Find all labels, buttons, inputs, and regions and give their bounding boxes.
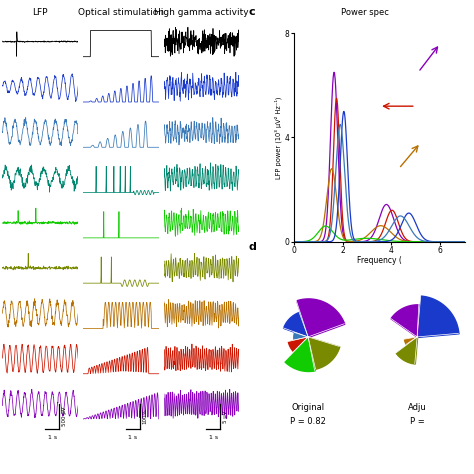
X-axis label: Frequency (: Frequency ( (357, 256, 401, 265)
Text: P =: P = (410, 418, 425, 427)
Text: 1 s: 1 s (209, 436, 218, 440)
Text: 1 s: 1 s (128, 436, 137, 440)
Text: Optical stimulation: Optical stimulation (78, 8, 164, 17)
Text: 1 s: 1 s (47, 436, 57, 440)
Text: High gamma activity: High gamma activity (154, 8, 249, 17)
Text: 500 μV: 500 μV (62, 407, 67, 426)
Text: Power spec: Power spec (341, 8, 389, 17)
Text: d: d (249, 242, 257, 252)
Y-axis label: LFP power (10³ μV² Hz⁻¹): LFP power (10³ μV² Hz⁻¹) (274, 96, 282, 179)
Text: Adju: Adju (408, 403, 427, 412)
Text: Original: Original (292, 403, 325, 412)
Text: 100%: 100% (142, 409, 147, 424)
Text: 5 μV: 5 μV (223, 410, 228, 423)
Text: c: c (249, 7, 255, 17)
Text: P = 0.82: P = 0.82 (290, 418, 326, 427)
Text: LFP: LFP (33, 8, 48, 17)
